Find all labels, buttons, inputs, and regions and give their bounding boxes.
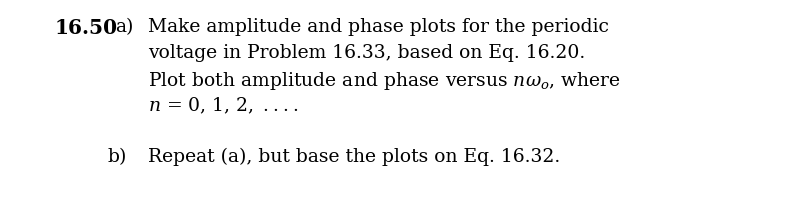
Text: b): b): [108, 148, 128, 166]
Text: Repeat (a), but base the plots on Eq. 16.32.: Repeat (a), but base the plots on Eq. 16…: [148, 148, 560, 166]
Text: $n$ = 0, 1, 2,  . . . .: $n$ = 0, 1, 2, . . . .: [148, 96, 298, 116]
Text: Make amplitude and phase plots for the periodic: Make amplitude and phase plots for the p…: [148, 18, 609, 36]
Text: 16.50: 16.50: [55, 18, 118, 38]
Text: Plot both amplitude and phase versus $n\omega_o$, where: Plot both amplitude and phase versus $n\…: [148, 70, 621, 92]
Text: a): a): [115, 18, 133, 36]
Text: voltage in Problem 16.33, based on Eq. 16.20.: voltage in Problem 16.33, based on Eq. 1…: [148, 44, 585, 62]
